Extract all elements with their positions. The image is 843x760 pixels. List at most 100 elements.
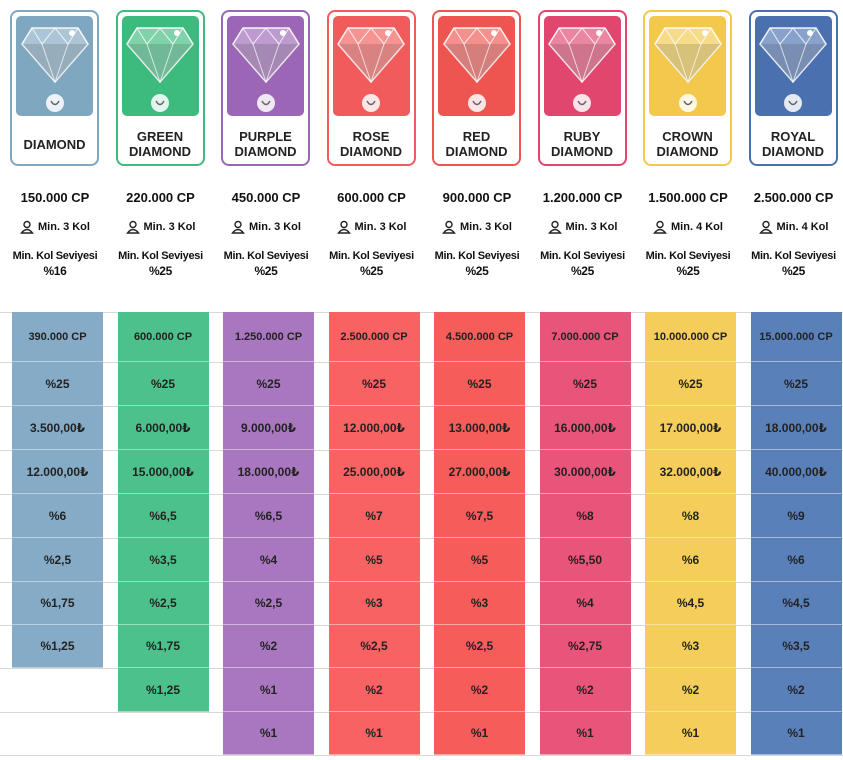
badge-icon — [256, 94, 275, 112]
table-cell: %1 — [539, 712, 631, 755]
table-cell: %2,75 — [539, 625, 631, 668]
table-cell: %2,5 — [12, 538, 103, 582]
row-rule — [0, 406, 843, 407]
table-cell: %8 — [539, 494, 631, 538]
table-cell: 390.000 CP — [12, 312, 103, 362]
gem-icon — [337, 27, 405, 84]
min-level-label: Min. Kol Seviyesi — [645, 250, 731, 262]
table-cell: %3 — [645, 625, 736, 668]
min-level-value: %25 — [148, 264, 173, 278]
tier-name: RUBY DIAMOND — [550, 129, 614, 159]
table-cell: %1,75 — [12, 582, 103, 625]
table-cell: %2 — [645, 668, 736, 712]
table-cell: 600.000 CP — [117, 312, 209, 362]
tier-name: DIAMOND — [23, 136, 86, 152]
table-cell: %1,25 — [117, 668, 209, 712]
tier-card: RED DIAMOND — [432, 10, 521, 166]
table-cell: %25 — [328, 362, 420, 406]
gem-icon — [231, 27, 300, 84]
min-level-label: Min. Kol Seviyesi — [118, 250, 203, 262]
min-lines-text: Min. 3 Kol — [249, 221, 301, 233]
min-level: Min. Kol Seviyesi %16 — [5, 249, 105, 279]
row-rule — [0, 450, 843, 451]
table-cell: %8 — [645, 494, 736, 538]
table-cell: %2 — [328, 668, 420, 712]
table-cell: %25 — [539, 362, 631, 406]
row-rule — [0, 712, 843, 713]
min-lines-text: Min. 3 Kol — [143, 221, 196, 233]
table-cell: %2,5 — [117, 582, 209, 625]
table-cell: %1,75 — [117, 625, 209, 668]
tier-card: ROYAL DIAMOND — [748, 10, 838, 166]
tier-header — [16, 16, 93, 116]
table-cell: %6,5 — [223, 494, 314, 538]
min-level-value: %16 — [43, 264, 67, 278]
tier-card: GREEN DIAMOND — [115, 10, 205, 166]
table-cell: %2 — [539, 668, 631, 712]
person-icon — [442, 220, 456, 234]
table-cell: 9.000,00₺ — [223, 406, 314, 450]
badge-icon — [45, 94, 64, 112]
tier-name: ROSE DIAMOND — [339, 129, 403, 159]
min-level-label: Min. Kol Seviyesi — [434, 250, 520, 262]
gem-icon — [653, 27, 722, 84]
row-rule — [0, 582, 843, 583]
table-cell: %1 — [750, 712, 842, 755]
gem-icon — [442, 27, 511, 84]
table-cell: 15.000,00₺ — [117, 450, 209, 494]
min-lines-text: Min. 3 Kol — [460, 221, 512, 233]
table-cell: 32.000,00₺ — [645, 450, 736, 494]
table-cell: 13.000,00₺ — [434, 406, 525, 450]
tier-header — [227, 16, 304, 116]
table-cell: %1,25 — [12, 625, 103, 668]
min-lines: Min. 3 Kol — [5, 220, 105, 234]
tier-card: PURPLE DIAMOND — [221, 10, 310, 166]
table-cell: 10.000.000 CP — [645, 312, 736, 362]
table-cell: %6 — [750, 538, 842, 582]
tier-card: RUBY DIAMOND — [537, 10, 627, 166]
tier-header — [121, 16, 199, 116]
min-level-value: %25 — [359, 264, 384, 278]
min-level-value: %25 — [254, 264, 278, 278]
badge-icon — [784, 94, 802, 112]
min-level: Min. Kol Seviyesi %25 — [111, 249, 211, 279]
table-cell: 7.000.000 CP — [539, 312, 631, 362]
table-cell: %2 — [223, 625, 314, 668]
min-level-label: Min. Kol Seviyesi — [12, 250, 98, 262]
table-cell: %9 — [750, 494, 842, 538]
min-lines: Min. 4 Kol — [638, 220, 738, 234]
table-cell: %4 — [539, 582, 631, 625]
table-cell: %2 — [750, 668, 842, 712]
table-cell: %2,5 — [434, 625, 525, 668]
person-icon — [20, 220, 34, 234]
min-lines: Min. 3 Kol — [533, 220, 633, 234]
table-cell: 2.500.000 CP — [328, 312, 420, 362]
table-cell: %4 — [223, 538, 314, 582]
tier-card: CROWN DIAMOND — [643, 10, 732, 166]
table-cell: %2 — [434, 668, 525, 712]
tier-header — [332, 16, 410, 116]
table-cell: %1 — [223, 712, 314, 755]
badge-icon — [151, 94, 169, 112]
min-level-value: %25 — [465, 264, 489, 278]
gem-icon — [548, 27, 616, 84]
row-rule — [0, 362, 843, 363]
table-cell: 6.000,00₺ — [117, 406, 209, 450]
min-level: Min. Kol Seviyesi %25 — [744, 249, 843, 279]
min-level: Min. Kol Seviyesi %25 — [638, 249, 738, 279]
tier-price: 900.000 CP — [442, 190, 512, 205]
table-cell: 12.000,00₺ — [328, 406, 420, 450]
person-icon — [758, 220, 773, 234]
table-cell: %5 — [434, 538, 525, 582]
table-cell: %1 — [645, 712, 736, 755]
person-icon — [653, 220, 667, 234]
row-rule — [0, 494, 843, 495]
tier-name: CROWN DIAMOND — [656, 129, 719, 159]
table-cell: %25 — [117, 362, 209, 406]
table-cell: 3.500,00₺ — [12, 406, 103, 450]
table-cell: %3,5 — [117, 538, 209, 582]
table-cell: 1.250.000 CP — [223, 312, 314, 362]
min-level: Min. Kol Seviyesi %25 — [533, 249, 633, 279]
min-lines: Min. 3 Kol — [111, 220, 211, 234]
